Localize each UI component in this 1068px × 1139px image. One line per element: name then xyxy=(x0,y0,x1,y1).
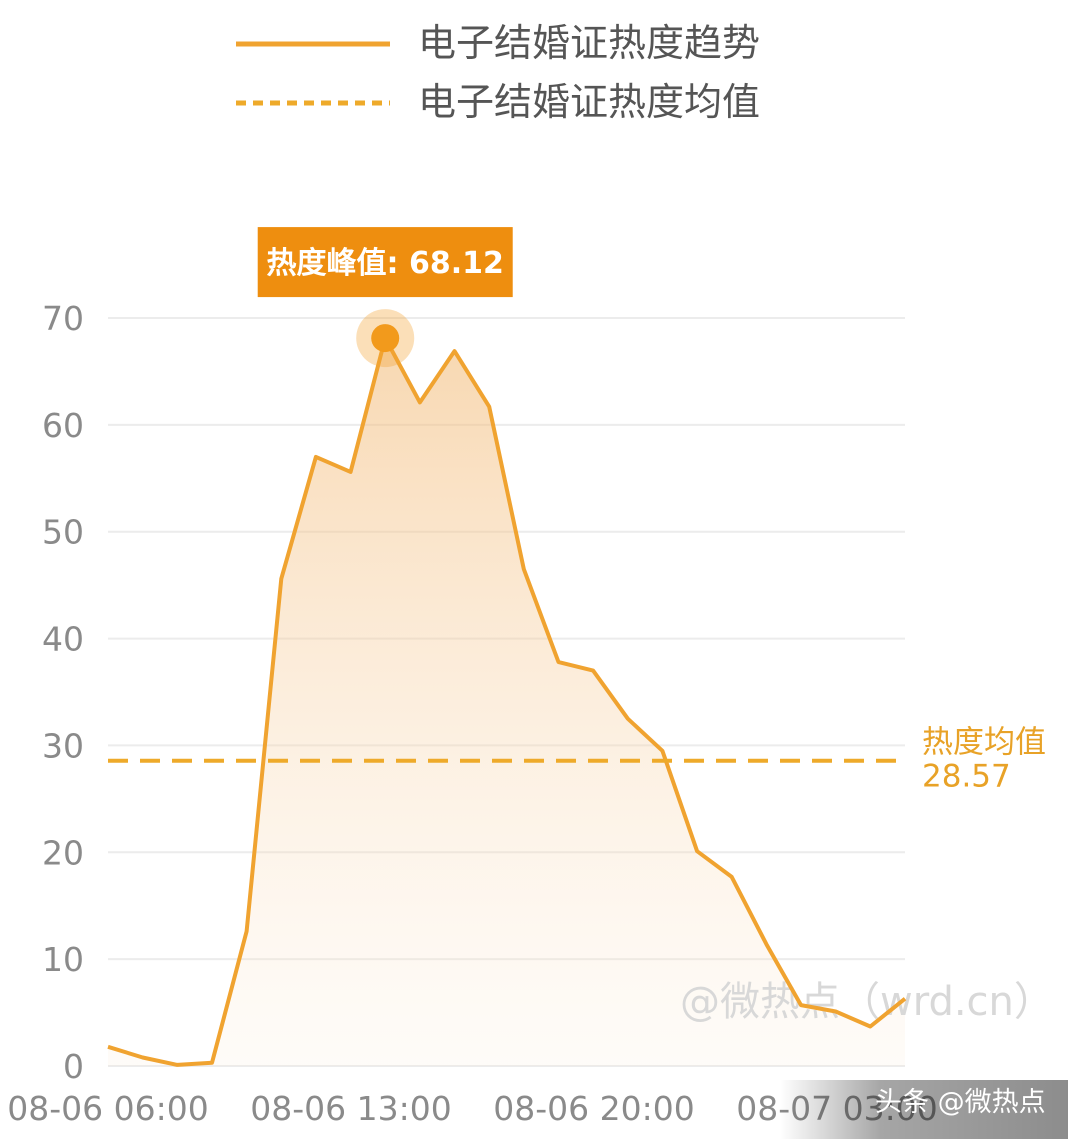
data-point xyxy=(625,716,631,722)
data-point xyxy=(140,1055,146,1061)
peak-tooltip-box xyxy=(257,227,513,298)
data-point xyxy=(763,941,769,947)
footer-bar xyxy=(780,1080,1068,1139)
watermark: @微热点（wrd.cn） xyxy=(680,979,1054,1025)
series-area xyxy=(108,338,905,1067)
peak-marker xyxy=(371,324,400,353)
legend-mean-label: 电子结婚证热度均值 xyxy=(418,80,760,124)
series-line xyxy=(107,336,907,1067)
data-point xyxy=(521,566,527,572)
y-tick-label: 50 xyxy=(42,513,84,552)
data-point xyxy=(348,469,354,475)
data-point xyxy=(278,576,284,582)
legend: 电子结婚证热度趋势 电子结婚证热度均值 xyxy=(236,21,760,124)
data-point xyxy=(209,1060,215,1066)
legend-trend-label: 电子结婚证热度趋势 xyxy=(418,21,760,65)
data-point xyxy=(174,1062,180,1068)
data-point xyxy=(313,454,319,460)
data-point xyxy=(105,1044,111,1050)
data-point xyxy=(694,848,700,854)
data-point xyxy=(452,348,458,354)
y-tick-label: 10 xyxy=(42,940,84,979)
mean-label: 热度均值 xyxy=(922,725,1046,761)
x-tick-label: 08-06 13:00 xyxy=(250,1089,451,1128)
data-point xyxy=(729,874,735,880)
y-tick-label: 20 xyxy=(42,833,84,872)
data-point xyxy=(867,1024,873,1030)
data-point xyxy=(417,399,423,405)
y-tick-label: 40 xyxy=(42,620,84,659)
data-point xyxy=(659,748,665,754)
y-tick-label: 70 xyxy=(42,299,84,338)
data-point xyxy=(833,1009,839,1015)
data-point xyxy=(486,404,492,410)
peak-tooltip-label: 热度峰值: 68.12 xyxy=(267,246,504,281)
mean-value: 28.57 xyxy=(922,759,1011,795)
y-axis: 0 10 20 30 40 50 60 70 xyxy=(42,299,84,1086)
data-point xyxy=(556,659,562,665)
y-tick-label: 30 xyxy=(42,726,84,765)
y-tick-label: 60 xyxy=(42,406,84,445)
x-tick-label: 08-06 20:00 xyxy=(493,1089,694,1128)
data-point xyxy=(244,928,250,934)
y-tick-label: 0 xyxy=(63,1047,84,1086)
x-tick-label: 08-06 06:00 xyxy=(7,1089,208,1128)
footer-text: 头条 @微热点 xyxy=(875,1087,1046,1118)
data-point xyxy=(798,1002,804,1008)
data-point xyxy=(590,668,596,674)
data-point xyxy=(902,996,908,1002)
